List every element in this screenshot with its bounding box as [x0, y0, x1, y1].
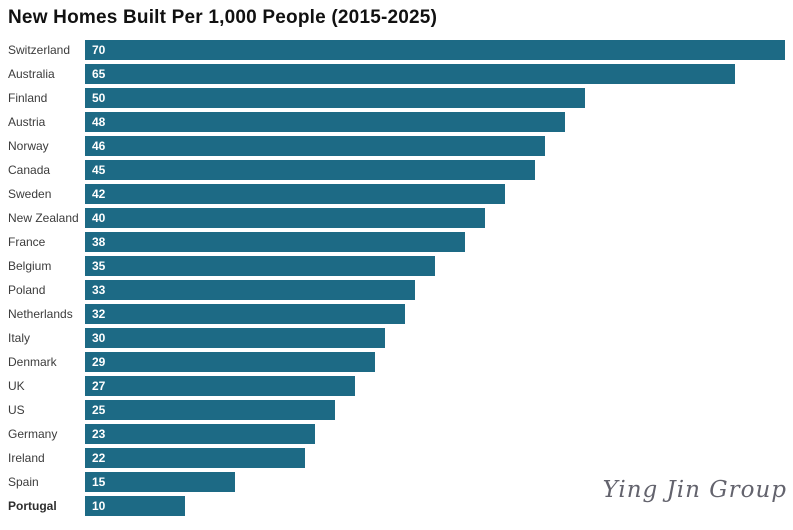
bar: 30	[85, 328, 385, 348]
value-label: 27	[92, 379, 106, 393]
bar: 22	[85, 448, 305, 468]
bar-row: Netherlands 32	[0, 302, 793, 326]
value-label: 38	[92, 235, 106, 249]
value-label: 15	[92, 475, 106, 489]
category-label: Austria	[8, 115, 46, 129]
watermark: Ying Jin Group	[602, 477, 787, 503]
bar: 70	[85, 40, 785, 60]
bar-row: Finland 50	[0, 86, 793, 110]
category-label: Belgium	[8, 259, 52, 273]
bar-row: New Zealand 40	[0, 206, 793, 230]
category-label: Sweden	[8, 187, 52, 201]
value-label: 10	[92, 499, 106, 513]
category-label: UK	[8, 379, 25, 393]
bar: 32	[85, 304, 405, 324]
category-label: Netherlands	[8, 307, 73, 321]
bar-chart: Switzerland 70 Australia 65 Finland 50 Austria…	[0, 38, 793, 518]
bar: 25	[85, 400, 335, 420]
value-label: 50	[92, 91, 106, 105]
bar: 15	[85, 472, 235, 492]
bar-row: Spain 15	[0, 470, 793, 494]
category-label: US	[8, 403, 25, 417]
value-label: 29	[92, 355, 106, 369]
value-label: 22	[92, 451, 106, 465]
value-label: 65	[92, 67, 106, 81]
chart-title: New Homes Built Per 1,000 People (2015-2…	[8, 7, 438, 28]
value-label: 40	[92, 211, 106, 225]
category-label: Finland	[8, 91, 48, 105]
category-label: Italy	[8, 331, 31, 345]
category-label: Norway	[8, 139, 49, 153]
bar: 38	[85, 232, 465, 252]
bar: 23	[85, 424, 315, 444]
bar: 50	[85, 88, 585, 108]
value-label: 35	[92, 259, 106, 273]
bar-row: Belgium 35	[0, 254, 793, 278]
value-label: 48	[92, 115, 106, 129]
value-label: 30	[92, 331, 106, 345]
value-label: 46	[92, 139, 106, 153]
value-label: 23	[92, 427, 106, 441]
bar: 65	[85, 64, 735, 84]
category-label: Portugal	[8, 499, 57, 513]
value-label: 45	[92, 163, 106, 177]
category-label: Switzerland	[8, 43, 71, 57]
bar: 29	[85, 352, 375, 372]
bar: 46	[85, 136, 545, 156]
bar-row: Australia 65	[0, 62, 793, 86]
category-label: Germany	[8, 427, 58, 441]
bar: 33	[85, 280, 415, 300]
bar-row: Norway 46	[0, 134, 793, 158]
bar-row: Germany 23	[0, 422, 793, 446]
category-label: Canada	[8, 163, 51, 177]
bar: 40	[85, 208, 485, 228]
category-label: Spain	[8, 475, 39, 489]
bar-row: Italy 30	[0, 326, 793, 350]
category-label: Denmark	[8, 355, 57, 369]
bar: 35	[85, 256, 435, 276]
bar-row: Poland 33	[0, 278, 793, 302]
bar-row: Denmark 29	[0, 350, 793, 374]
bar: 42	[85, 184, 505, 204]
bar-row: UK 27	[0, 374, 793, 398]
bar: 48	[85, 112, 565, 132]
bar-row: Portugal 10	[0, 494, 793, 518]
value-label: 25	[92, 403, 106, 417]
bar: 27	[85, 376, 355, 396]
bar-row: Ireland 22	[0, 446, 793, 470]
bar-row: US 25	[0, 398, 793, 422]
value-label: 42	[92, 187, 106, 201]
value-label: 32	[92, 307, 106, 321]
category-label: New Zealand	[8, 211, 79, 225]
bar: 45	[85, 160, 535, 180]
bar-row: Switzerland 70	[0, 38, 793, 62]
category-label: France	[8, 235, 46, 249]
bar: 10	[85, 496, 185, 516]
category-label: Australia	[8, 67, 55, 81]
value-label: 70	[92, 43, 106, 57]
bar-row: Austria 48	[0, 110, 793, 134]
bar-row: France 38	[0, 230, 793, 254]
bar-row: Canada 45	[0, 158, 793, 182]
bar-row: Sweden 42	[0, 182, 793, 206]
value-label: 33	[92, 283, 106, 297]
category-label: Poland	[8, 283, 46, 297]
category-label: Ireland	[8, 451, 45, 465]
